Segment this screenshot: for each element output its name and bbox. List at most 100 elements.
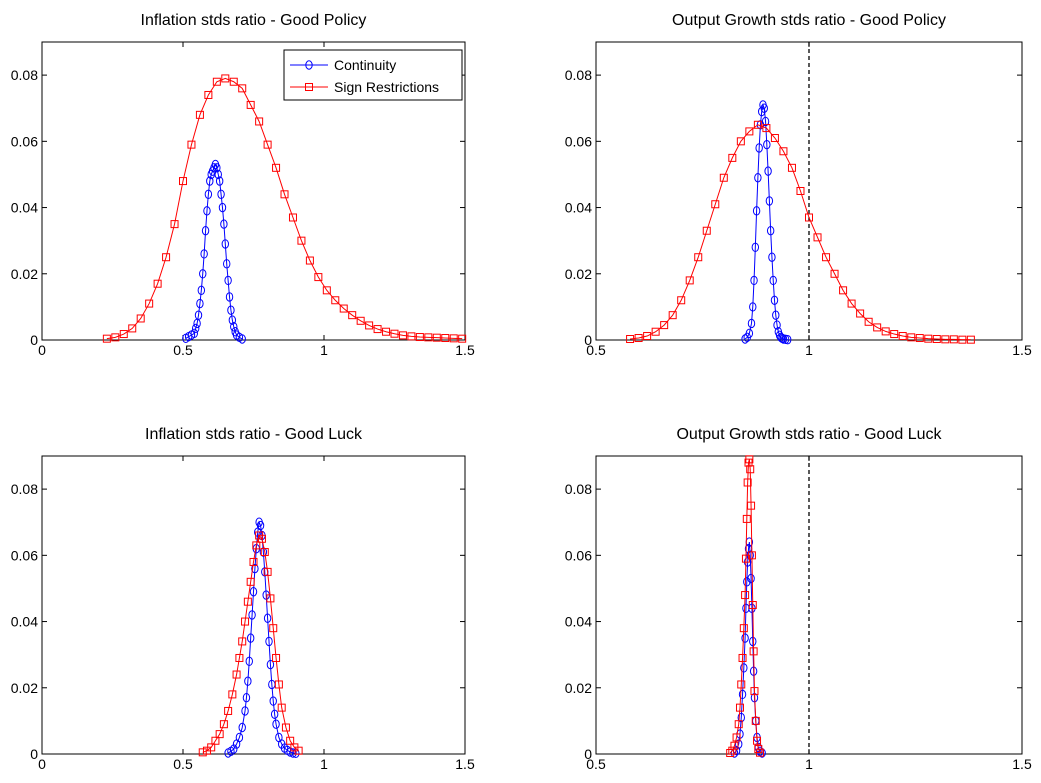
data-point [634,334,643,343]
legend-box [283,49,463,101]
chart-panel-3: Inflation stds ratio - Good Luck 0 0.5 1 1.5… [11,426,475,772]
data-point [235,653,244,662]
data-point [756,748,765,757]
data-point [225,292,234,302]
series-sign-restrictions [198,531,303,757]
data-point [348,311,357,320]
data-point [739,624,748,633]
x-tick-label: 1.5 [1012,756,1032,772]
data-point [741,334,749,344]
data-point [196,298,204,309]
y-tick-label: 0.08 [565,67,592,83]
data-point [685,276,694,285]
data-point [743,577,751,587]
data-point [242,693,251,703]
data-point [651,327,660,336]
series-line-continuity [227,520,296,754]
data-point [772,310,780,320]
data-point [281,723,290,732]
data-point [728,153,737,162]
data-point [737,680,746,689]
data-point [220,219,228,229]
data-point [730,741,739,750]
data-point [162,253,171,262]
data-point [694,253,703,262]
series-line-continuity [185,163,243,340]
data-point [195,110,204,119]
data-point [294,746,303,755]
legend-marker [305,83,313,91]
data-point [711,200,720,209]
data-point [128,324,137,333]
data-point [246,577,255,586]
data-point [668,311,677,320]
data-point [738,653,747,662]
data-point [232,670,241,679]
data-point [769,275,777,286]
data-point [203,206,211,216]
x-tick-label: 1 [805,342,813,358]
data-point [830,269,839,278]
chart-panel-1: Inflation stds ratio - Good Policy 0 0.5 1 1… [11,12,475,358]
y-tick-label: 0 [30,746,38,762]
y-tick-label: 0 [584,746,592,762]
data-point [339,304,348,313]
data-point [204,90,213,99]
y-tick-label: 0.08 [565,481,592,497]
data-point [766,226,775,236]
data-point [958,335,967,344]
data-point [255,117,264,126]
data-point [305,256,314,265]
data-point [932,335,941,344]
data-point [741,633,749,643]
data-point [266,659,275,670]
x-tick-label: 0 [38,342,46,358]
data-point [749,647,758,656]
plot-area [41,455,466,755]
data-point [199,269,207,279]
data-point [738,689,747,700]
y-tick-label: 0.06 [11,547,38,563]
data-point [432,333,441,342]
data-point [251,563,259,574]
x-tick-label: 1.5 [455,342,475,358]
data-point [415,333,424,342]
data-point [269,624,278,633]
data-point [200,249,208,259]
x-tick-label: 1.5 [455,756,475,772]
y-tick-label: 0.08 [11,67,38,83]
data-point [230,322,238,332]
data-point [314,273,323,282]
data-point [726,749,735,758]
data-point [224,706,233,715]
x-tick-label: 0.5 [586,342,606,358]
data-point [796,187,805,195]
data-point [292,748,300,759]
data-point [660,321,669,330]
data-point [206,176,214,186]
data-point [839,286,848,295]
data-point [742,514,751,523]
data-point [272,653,281,662]
data-point [187,140,196,149]
data-point [949,335,958,344]
data-point [747,573,755,584]
data-point [751,716,760,725]
legend: Continuity Sign Restrictions [283,49,463,101]
data-point [170,220,179,229]
data-point [356,316,365,325]
series-sign-restrictions [626,120,975,344]
data-point [179,177,187,186]
data-point [238,722,246,733]
data-point [111,333,120,342]
data-point [238,637,247,646]
data-point [748,601,757,609]
series-line-sign-restrictions [630,124,971,341]
data-point [194,310,203,320]
data-point [747,501,756,510]
data-point [218,202,227,213]
data-point [197,285,206,296]
data-point [365,321,374,330]
series-line-sign-restrictions [729,459,761,754]
data-point [274,680,283,689]
